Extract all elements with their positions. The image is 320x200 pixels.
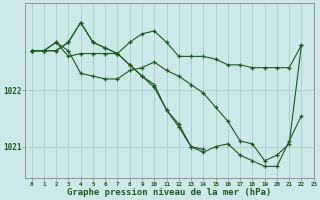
- X-axis label: Graphe pression niveau de la mer (hPa): Graphe pression niveau de la mer (hPa): [68, 188, 272, 197]
